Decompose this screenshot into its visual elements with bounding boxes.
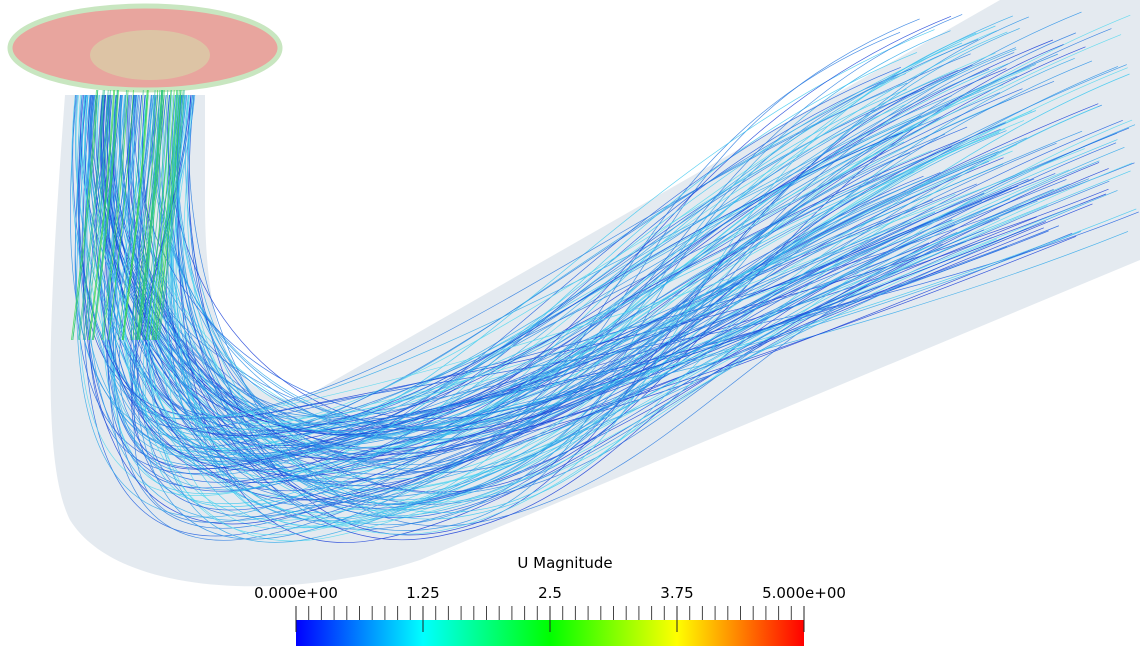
streamline — [166, 68, 913, 449]
streamline — [135, 94, 1110, 518]
streamline — [75, 94, 936, 523]
streamline — [123, 94, 1085, 418]
streamline — [166, 94, 968, 424]
tick-label: 0.000e+00 — [254, 584, 338, 602]
streamline-upper — [101, 89, 127, 341]
streamline-upper — [84, 89, 111, 341]
streamline-upper — [122, 89, 149, 341]
streamline — [146, 94, 1136, 543]
streamline — [176, 94, 985, 483]
streamline-upper — [158, 89, 185, 341]
streamline-upper — [92, 89, 119, 341]
streamline — [78, 94, 903, 436]
streamline-upper — [152, 89, 179, 341]
streamline — [118, 94, 1038, 439]
streamline — [114, 42, 963, 495]
streamline-upper — [117, 89, 144, 341]
tick-label: 2.5 — [538, 584, 562, 602]
streamline-upper — [108, 89, 134, 341]
streamline — [167, 94, 1006, 432]
streamline-upper — [121, 89, 148, 341]
colorbar-title: U Magnitude — [517, 554, 612, 572]
streamline — [150, 94, 1100, 429]
streamline — [142, 29, 935, 462]
streamline — [95, 94, 1046, 471]
streamline — [82, 94, 1093, 525]
tick-label: 3.75 — [660, 584, 693, 602]
streamline — [158, 89, 981, 495]
streamline — [174, 94, 956, 520]
streamline-upper — [93, 89, 119, 341]
streamline — [113, 94, 953, 501]
streamline-upper — [89, 89, 116, 341]
streamline-upper — [146, 89, 172, 341]
streamline-upper — [157, 89, 184, 341]
streamline — [103, 66, 902, 483]
streamline — [128, 94, 1077, 477]
streamline-upper — [153, 89, 180, 341]
streamline — [100, 18, 920, 438]
streamline — [144, 94, 1035, 461]
streamline-upper — [79, 89, 105, 341]
streamline — [101, 94, 1102, 498]
streamline — [132, 66, 1119, 540]
streamline-upper — [134, 89, 161, 341]
streamline-upper — [148, 89, 175, 341]
streamline — [70, 94, 1083, 458]
streamline-upper — [88, 89, 115, 341]
streamline-upper — [145, 89, 172, 341]
streamline-upper — [72, 89, 99, 341]
streamline — [113, 94, 1129, 457]
streamline-upper — [132, 89, 159, 341]
streamline — [101, 52, 918, 505]
streamline-upper — [136, 89, 163, 341]
streamline — [130, 94, 1130, 511]
streamline — [111, 94, 1048, 542]
streamline — [176, 94, 985, 509]
streamline — [90, 94, 917, 428]
streamline-upper — [151, 89, 178, 341]
streamline-upper — [77, 89, 104, 341]
inlet-core — [90, 30, 210, 80]
streamline-upper — [129, 89, 156, 341]
streamline — [86, 75, 1018, 438]
streamline — [111, 94, 1049, 437]
colorbar-axis: 0.000e+00 1.25 2.5 3.75 5.000e+00 — [254, 584, 846, 632]
streamline-upper — [137, 89, 164, 341]
streamline — [100, 94, 992, 530]
streamline — [147, 94, 1133, 536]
streamline — [182, 94, 1013, 528]
streamline — [113, 94, 912, 420]
streamline — [115, 53, 971, 420]
streamline-upper — [102, 89, 129, 341]
pipe-surface — [50, 0, 1140, 587]
streamline — [113, 94, 1037, 460]
streamline — [186, 67, 1128, 449]
streamline — [103, 16, 952, 435]
streamline-upper — [155, 89, 182, 341]
streamline-upper — [91, 89, 118, 341]
streamline — [166, 94, 932, 452]
streamline — [142, 32, 901, 480]
streamlines — [70, 11, 1139, 543]
streamline-upper — [142, 89, 169, 341]
streamline — [93, 94, 983, 455]
streamline-upper — [82, 89, 109, 341]
tick-label: 1.25 — [406, 584, 439, 602]
streamline — [151, 94, 1000, 441]
streamline-upper — [138, 89, 165, 341]
streamline-upper — [71, 89, 97, 341]
streamline — [125, 94, 954, 430]
streamline — [170, 94, 1125, 522]
streamline-upper — [155, 89, 182, 341]
streamline — [127, 32, 1077, 503]
streamline — [89, 94, 946, 501]
tick-label: 5.000e+00 — [762, 584, 846, 602]
streamline — [176, 94, 1011, 466]
streamline — [142, 94, 956, 541]
